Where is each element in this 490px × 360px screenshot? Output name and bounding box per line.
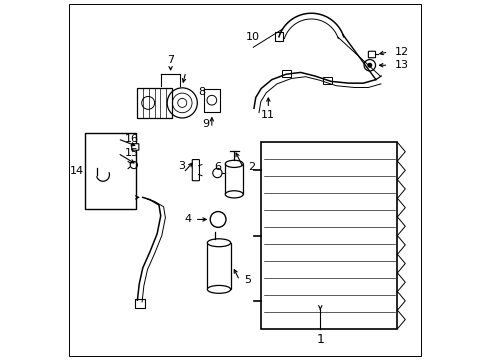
Bar: [85, 134, 136, 209]
Text: 9: 9: [202, 120, 209, 129]
Bar: [135, 300, 146, 308]
Text: 6: 6: [215, 162, 221, 172]
Text: 16: 16: [125, 134, 139, 144]
Bar: [282, 70, 291, 77]
Text: 3: 3: [178, 161, 185, 171]
Ellipse shape: [225, 191, 243, 198]
Ellipse shape: [225, 160, 243, 167]
Text: 4: 4: [184, 215, 191, 224]
Text: 13: 13: [395, 60, 409, 70]
Text: 5: 5: [245, 275, 251, 285]
Bar: [207, 243, 231, 289]
Text: 14: 14: [70, 166, 84, 176]
Bar: [323, 77, 332, 84]
Ellipse shape: [207, 285, 231, 293]
Circle shape: [368, 63, 371, 67]
Bar: [137, 88, 172, 118]
Bar: [225, 164, 243, 194]
FancyBboxPatch shape: [368, 51, 375, 58]
Text: 12: 12: [395, 47, 409, 57]
Text: 1: 1: [317, 333, 324, 346]
Ellipse shape: [207, 239, 231, 247]
FancyBboxPatch shape: [192, 159, 199, 181]
Bar: [261, 142, 397, 329]
Text: 7: 7: [167, 55, 174, 65]
FancyBboxPatch shape: [132, 144, 139, 150]
Text: 10: 10: [246, 32, 260, 41]
Text: 2: 2: [248, 162, 255, 172]
Bar: [275, 32, 283, 41]
Text: 15: 15: [125, 148, 139, 158]
Bar: [204, 89, 220, 112]
Text: 8: 8: [198, 87, 205, 97]
Text: 11: 11: [261, 111, 275, 121]
